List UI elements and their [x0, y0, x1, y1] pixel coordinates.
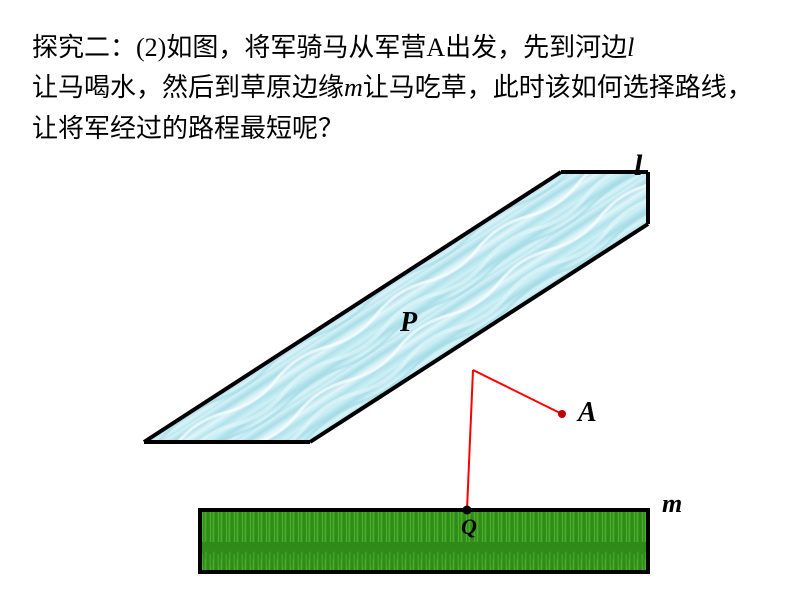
grass-region: [200, 510, 648, 572]
text-mid1: 让马喝水，然后到草原边缘: [32, 73, 344, 102]
path-A-P: [473, 370, 562, 414]
text-prefix: 探究二：(2)如图，将军骑马从军营A出发，先到河边: [32, 33, 627, 62]
point-A: [558, 410, 566, 418]
label-Q: Q: [461, 514, 477, 540]
label-A: A: [578, 397, 597, 429]
label-l: l: [634, 149, 642, 183]
river-region: [144, 172, 648, 442]
label-P: P: [400, 307, 417, 339]
problem-text: 探究二：(2)如图，将军骑马从军营A出发，先到河边l 让马喝水，然后到草原边缘m…: [32, 28, 762, 149]
text-m: m: [344, 73, 363, 102]
text-l: l: [627, 33, 634, 62]
geometry-diagram: [140, 170, 660, 580]
path-P-Q: [467, 370, 473, 510]
point-Q: [463, 506, 472, 515]
label-m: m: [662, 489, 682, 519]
